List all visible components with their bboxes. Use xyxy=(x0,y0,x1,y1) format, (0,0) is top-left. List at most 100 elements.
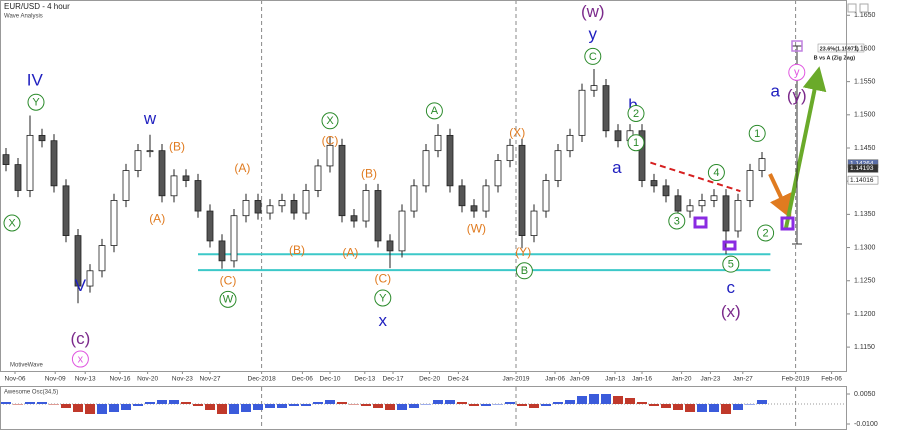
wave-label: C xyxy=(589,51,597,63)
chart-subtitle: Wave Analysis xyxy=(4,14,43,20)
x-tick-label: Nov-06 xyxy=(5,376,26,383)
y-tick-label: 1.1250 xyxy=(854,278,876,285)
plot-frame xyxy=(0,0,847,372)
wave-circle xyxy=(219,290,237,308)
candle-body xyxy=(206,210,214,242)
wave-label: (A) xyxy=(342,246,358,260)
y-tick-label: 1.1300 xyxy=(854,244,876,251)
wave-label: IV xyxy=(27,70,44,89)
wave-label: A xyxy=(431,105,439,117)
oscillator-frame xyxy=(0,386,847,430)
window-button[interactable] xyxy=(859,3,869,13)
candle-body xyxy=(374,190,382,242)
osc-bar xyxy=(709,404,719,412)
candle-body xyxy=(362,190,370,222)
x-tick-label: Jan-09 xyxy=(570,376,590,383)
candle-body xyxy=(506,144,514,162)
osc-bar xyxy=(85,404,95,414)
candle-body xyxy=(110,200,118,246)
candle-body xyxy=(326,144,334,167)
wave-circle xyxy=(321,112,339,130)
osc-bar xyxy=(613,396,623,404)
wave-circle xyxy=(27,93,45,111)
candle-body xyxy=(98,245,106,272)
osc-bar xyxy=(625,398,635,404)
candle-body xyxy=(554,150,562,181)
osc-bar xyxy=(157,400,167,404)
osc-bar xyxy=(409,404,419,408)
wave-label: y xyxy=(589,24,598,43)
osc-bar xyxy=(361,404,371,406)
candle-body xyxy=(446,134,454,187)
wave-label: 1 xyxy=(754,128,760,140)
candle-body xyxy=(602,85,610,132)
candle-body xyxy=(38,134,46,142)
candle-body xyxy=(338,144,346,217)
window-button[interactable] xyxy=(847,3,857,13)
text-layer: EUR/USD - 4 hour Wave Analysis MotiveWav… xyxy=(3,2,879,428)
wave-label: 5 xyxy=(728,259,734,271)
wave-label: (X) xyxy=(509,125,525,139)
osc-bar xyxy=(541,404,551,406)
candle-body xyxy=(194,180,202,212)
candle-body xyxy=(638,130,646,181)
x-tick-label: Feb-2019 xyxy=(782,376,810,383)
candle-body xyxy=(218,240,226,262)
osc-bar xyxy=(397,404,407,410)
candle-body xyxy=(422,150,430,187)
candle-body xyxy=(2,154,10,165)
wave-circle xyxy=(3,214,21,232)
osc-bar xyxy=(229,404,239,414)
wave-label: Y xyxy=(379,292,387,304)
osc-bar xyxy=(505,402,515,404)
osc-bar xyxy=(277,404,287,408)
osc-bar xyxy=(145,402,155,404)
osc-bar xyxy=(25,402,35,404)
candle-body xyxy=(734,200,742,232)
candle-body xyxy=(578,89,586,136)
osc-bar xyxy=(265,404,275,408)
target-box xyxy=(791,40,803,52)
candle-body xyxy=(290,200,298,214)
wave-label: a xyxy=(612,158,622,177)
wave-circle xyxy=(748,124,766,142)
oscillator-title: Awesome Osc(34,5) xyxy=(4,390,58,396)
osc-bar xyxy=(337,402,347,404)
wave-label: (c) xyxy=(70,329,90,348)
x-tick-label: Nov-23 xyxy=(172,376,193,383)
oscillator-layer xyxy=(0,393,850,425)
wave-circle xyxy=(722,255,740,273)
wave-label: 2 xyxy=(763,227,769,239)
candle-body xyxy=(674,195,682,212)
wave-label: (C) xyxy=(322,133,339,147)
x-tick-label: Dec-20 xyxy=(419,376,440,383)
wave-label: W xyxy=(223,294,234,306)
wave-label: (C) xyxy=(220,273,237,287)
osc-bar xyxy=(637,402,647,404)
x-tick-label: Jan-2019 xyxy=(502,376,529,383)
wave-label: X xyxy=(8,217,16,229)
price-tag-label: 1.14016 xyxy=(850,177,874,184)
candle-body xyxy=(590,85,598,91)
candle-body xyxy=(542,180,550,212)
candle-body xyxy=(614,130,622,142)
osc-bar xyxy=(577,396,587,404)
wave-circle xyxy=(627,104,645,122)
candle-body xyxy=(302,190,310,214)
candle-body xyxy=(314,165,322,191)
osc-bar xyxy=(697,404,707,412)
candle-body xyxy=(266,205,274,214)
osc-bar xyxy=(169,400,179,404)
osc-bar xyxy=(589,394,599,404)
candle-body xyxy=(410,185,418,212)
candle-body xyxy=(530,210,538,237)
osc-bar xyxy=(601,394,611,404)
osc-bar xyxy=(673,404,683,410)
osc-bar xyxy=(433,400,443,404)
y-tick-label: 1.1600 xyxy=(854,45,876,52)
x-tick-label: Jan-06 xyxy=(545,376,565,383)
x-tick-label: Jan-13 xyxy=(605,376,625,383)
wave-circle xyxy=(788,63,806,81)
wave-label: 1 xyxy=(633,137,639,149)
osc-tick-label: 0.0050 xyxy=(854,391,876,398)
